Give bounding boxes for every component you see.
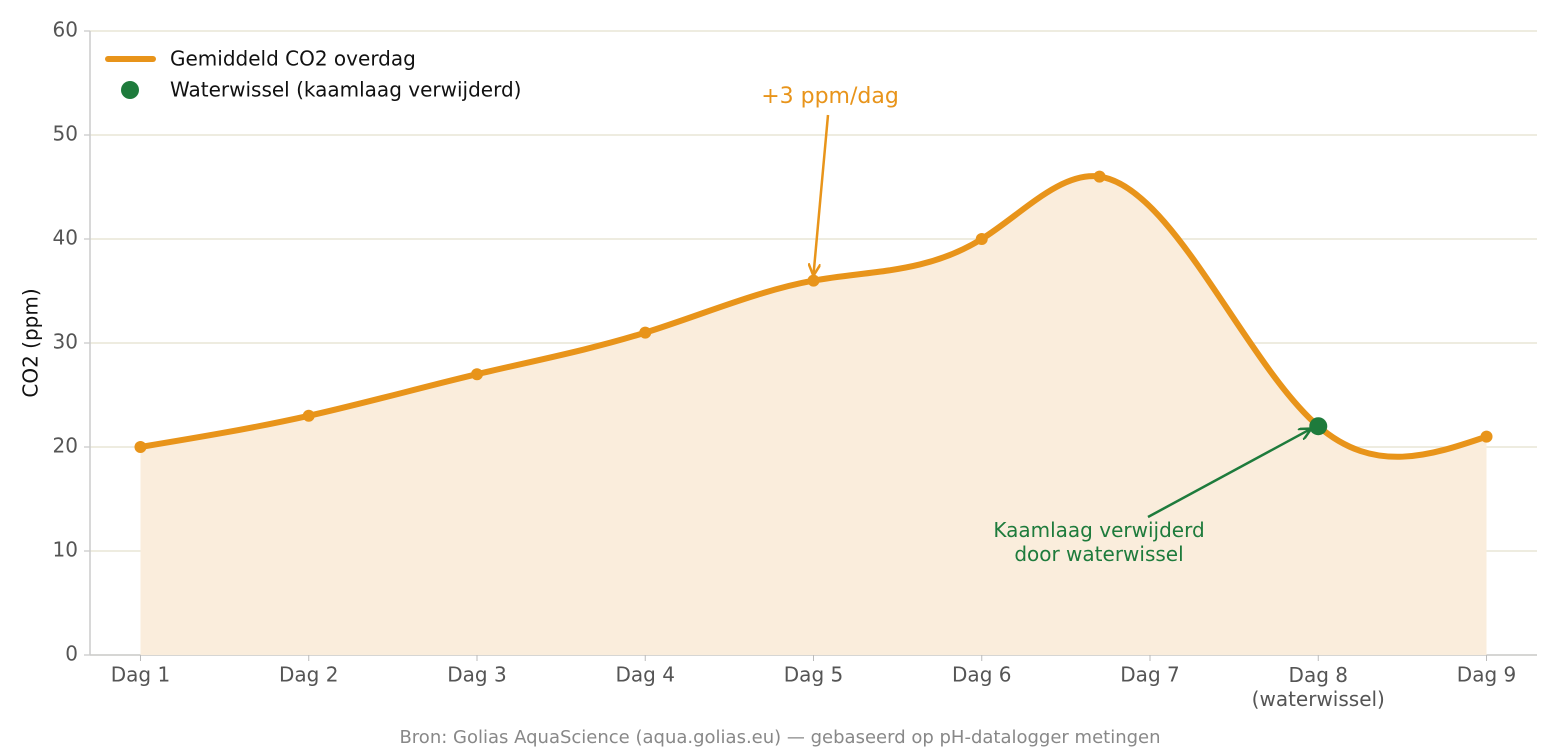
legend-label: Gemiddeld CO2 overdag [170, 47, 416, 71]
area [140, 176, 1487, 655]
y-tick-label: 50 [53, 122, 78, 146]
waterwissel-point [1309, 417, 1328, 436]
point [807, 274, 820, 287]
point [302, 409, 315, 422]
point [1093, 170, 1106, 183]
line [139, 173, 1488, 460]
legend-marker [121, 81, 139, 99]
y-tick-label: 20 [53, 434, 78, 458]
point [975, 233, 988, 245]
annotation-arrow [814, 114, 830, 275]
annotation-arrow [1147, 429, 1310, 519]
x-tick-label: Dag 4 [616, 663, 675, 687]
x-tick-label: Dag 9 [1457, 663, 1516, 687]
y-tick-label: 40 [53, 226, 78, 250]
x-tick-label: Dag 1 [111, 663, 170, 687]
y-tick-label: 60 [53, 18, 78, 42]
x-tick-label: Dag 3 [447, 663, 506, 687]
legend-label: Waterwissel (kaamlaag verwijderd) [170, 78, 521, 102]
annotation: Kaamlaag verwijderd door waterwissel [993, 518, 1204, 566]
x-tick-label: Dag 8 (waterwissel) [1252, 663, 1385, 711]
point [639, 326, 652, 339]
y-tick-label: 0 [65, 642, 78, 666]
x-tick-label: Dag 2 [279, 663, 338, 687]
x-tick-label: Dag 5 [784, 663, 843, 687]
x-tick-label: Dag 6 [952, 663, 1011, 687]
y-axis-label: CO2 (ppm) [19, 288, 43, 397]
y-tick-label: 30 [53, 330, 78, 354]
y-tick-label: 10 [53, 538, 78, 562]
point [470, 368, 483, 381]
point [1480, 430, 1493, 443]
annotation: +3 ppm/dag [761, 84, 899, 109]
point [134, 441, 147, 453]
x-tick-label: Dag 7 [1120, 663, 1179, 687]
source-note: Bron: Golias AquaScience (aqua.golias.eu… [399, 727, 1160, 748]
